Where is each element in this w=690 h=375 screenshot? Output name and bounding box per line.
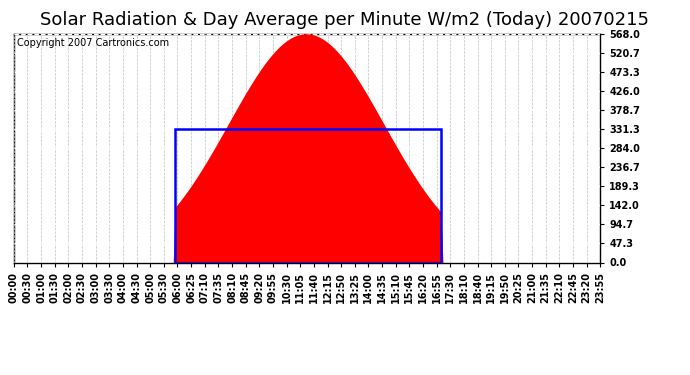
Text: Solar Radiation & Day Average per Minute W/m2 (Today) 20070215: Solar Radiation & Day Average per Minute… xyxy=(41,11,649,29)
Bar xyxy=(175,129,441,262)
Text: Copyright 2007 Cartronics.com: Copyright 2007 Cartronics.com xyxy=(17,38,169,48)
